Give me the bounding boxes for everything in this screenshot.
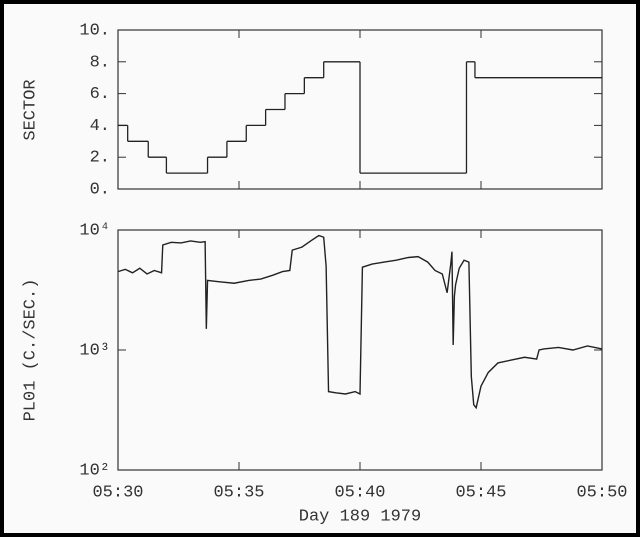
x-tick-label: 05:30 [92, 483, 143, 502]
data-line [117, 234, 603, 410]
y-tick-label: 6. [90, 85, 110, 104]
y-tick-label: 10³ [79, 341, 110, 360]
x-tick-label: 05:45 [455, 483, 506, 502]
x-tick-label: 05:35 [213, 483, 264, 502]
y-tick-label: 4. [90, 117, 110, 136]
y-tick-label: 0. [90, 180, 110, 199]
y-axis-label: SECTOR [21, 79, 40, 140]
x-tick-label: 05:40 [334, 483, 385, 502]
y-tick-label: 10⁴ [79, 221, 110, 240]
y-tick-label: 10² [79, 461, 110, 480]
x-tick-label: 05:50 [576, 483, 627, 502]
y-tick-label: 10. [79, 21, 110, 40]
y-tick-label: 2. [90, 149, 110, 168]
y-tick-label: 8. [90, 53, 110, 72]
y-axis-label: PL01 (C./SEC.) [21, 279, 40, 422]
x-axis-label: Day 189 1979 [299, 507, 421, 526]
